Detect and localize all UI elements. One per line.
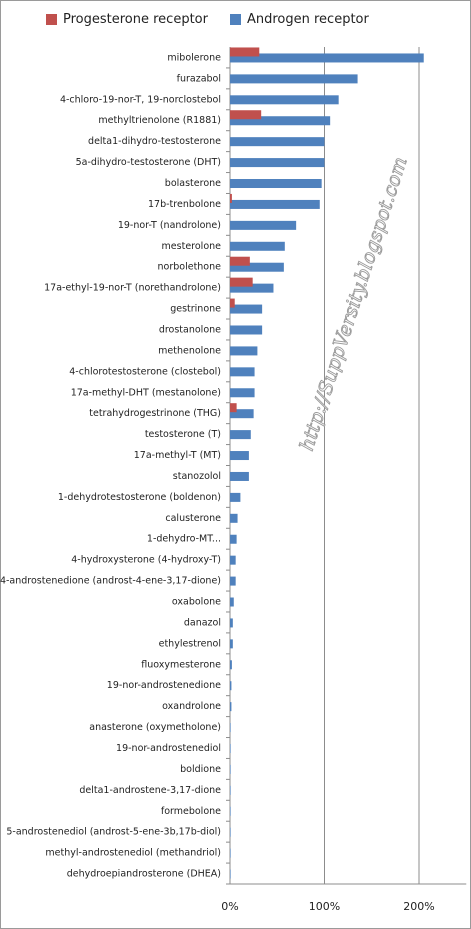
category-label: tetrahydrogestrinone (THG) xyxy=(89,408,221,419)
x-tick-label: 200% xyxy=(403,900,434,913)
category-label: bolasterone xyxy=(165,178,221,189)
category-label: 4-chloro-19-nor-T, 19-norclostebol xyxy=(60,94,221,105)
category-label: formebolone xyxy=(161,806,221,817)
category-label: 19-nor-androstenediol xyxy=(116,743,221,754)
bar-androgen-receptor xyxy=(230,848,231,858)
x-tick-label: 0% xyxy=(221,900,238,913)
category-label: 1-dehydrotestosterone (boldenon) xyxy=(58,492,221,503)
category-label: methyltrienolone (R1881) xyxy=(98,115,221,126)
legend-item-androgen: Androgen receptor xyxy=(229,12,369,27)
category-label: ethylestrenol xyxy=(159,638,221,649)
category-label: oxabolone xyxy=(172,597,221,608)
category-label: methyl-androstenediol (methandriol) xyxy=(45,848,221,859)
bar-androgen-receptor xyxy=(230,199,320,209)
legend-label-progesterone: Progesterone receptor xyxy=(63,12,208,27)
category-label: 1-dehydro-MT... xyxy=(147,534,221,545)
bar-androgen-receptor xyxy=(230,702,232,712)
category-label: delta1-dihydro-testosterone xyxy=(88,136,221,147)
bar-androgen-receptor xyxy=(230,74,358,84)
category-label: mesterolone xyxy=(162,241,222,252)
bar-androgen-receptor xyxy=(230,764,231,774)
bar-androgen-receptor xyxy=(230,388,255,398)
bar-androgen-receptor xyxy=(230,367,255,377)
bar-androgen-receptor xyxy=(230,471,249,481)
bar-progesterone-receptor xyxy=(230,298,235,308)
category-label: 4-chlorotestosterone (clostebol) xyxy=(69,366,221,377)
bar-androgen-receptor xyxy=(230,723,231,733)
bar-androgen-receptor xyxy=(230,869,231,879)
category-label: drostanolone xyxy=(159,324,221,335)
bar-androgen-receptor xyxy=(230,158,325,168)
bar-androgen-receptor xyxy=(230,325,263,335)
category-label: dehydroepiandrosterone (DHEA) xyxy=(67,869,221,880)
bar-progesterone-receptor xyxy=(230,47,260,57)
bar-androgen-receptor xyxy=(230,304,263,314)
category-label: gestrinone xyxy=(170,304,221,315)
bar-androgen-receptor xyxy=(230,660,232,670)
category-label: 5-androstenediol (androst-5-ene-3b,17b-d… xyxy=(6,827,221,838)
bar-androgen-receptor xyxy=(230,137,325,147)
chart-legend: Progesterone receptor Androgen receptor xyxy=(46,12,369,27)
bar-androgen-receptor xyxy=(230,95,339,105)
bar-androgen-receptor xyxy=(230,430,251,440)
bar-progesterone-receptor xyxy=(230,256,250,266)
category-label: 5a-dihydro-testosterone (DHT) xyxy=(76,157,221,168)
category-label: testosterone (T) xyxy=(145,429,221,440)
legend-item-progesterone: Progesterone receptor xyxy=(46,12,208,27)
bar-progesterone-receptor xyxy=(230,193,232,203)
category-label: boldione xyxy=(180,764,221,775)
category-label: methenolone xyxy=(158,345,221,356)
bar-androgen-receptor xyxy=(230,262,284,272)
category-label: 4-hydroxysterone (4-hydroxy-T) xyxy=(71,555,221,566)
category-label: anasterone (oxymetholone) xyxy=(89,722,221,733)
bar-androgen-receptor xyxy=(230,241,285,251)
category-label: 17a-methyl-T (MT) xyxy=(134,450,221,461)
bar-androgen-receptor xyxy=(230,492,241,502)
bar-androgen-receptor xyxy=(230,346,258,356)
category-label: delta1-androstene-3,17-dione xyxy=(79,785,221,796)
x-tick-label: 100% xyxy=(309,900,340,913)
bar-androgen-receptor xyxy=(230,639,233,649)
bar-androgen-receptor xyxy=(230,283,274,293)
legend-label-androgen: Androgen receptor xyxy=(246,12,369,27)
category-label: oxandrolone xyxy=(162,701,221,712)
bar-androgen-receptor xyxy=(230,743,231,753)
bar-progesterone-receptor xyxy=(230,277,253,287)
category-label: danazol xyxy=(184,617,221,628)
bar-androgen-receptor xyxy=(230,597,234,607)
bar-androgen-receptor xyxy=(230,53,424,63)
bar-androgen-receptor xyxy=(230,681,232,691)
bar-androgen-receptor xyxy=(230,827,231,837)
category-label: furazabol xyxy=(177,73,221,84)
legend-swatch-androgen xyxy=(229,14,241,25)
category-label: mibolerone xyxy=(167,52,221,63)
bar-androgen-receptor xyxy=(230,116,331,126)
category-label: calusterone xyxy=(165,513,221,524)
bar-androgen-receptor xyxy=(230,785,231,795)
bar-androgen-receptor xyxy=(230,409,254,419)
category-label: 17a-ethyl-19-nor-T (norethandrolone) xyxy=(44,283,221,294)
bar-androgen-receptor xyxy=(230,576,236,586)
category-label: 19-nor-androstenedione xyxy=(107,680,221,691)
category-label: 4-androstenedione (androst-4-ene-3,17-di… xyxy=(0,576,221,587)
bar-androgen-receptor xyxy=(230,618,233,628)
legend-swatch-progesterone xyxy=(46,14,57,25)
bar-androgen-receptor xyxy=(230,179,322,189)
category-label: norbolethone xyxy=(158,262,222,273)
category-label: 17b-trenbolone xyxy=(148,199,221,210)
bar-androgen-receptor xyxy=(230,451,249,461)
bar-androgen-receptor xyxy=(230,534,237,544)
category-label: 17a-methyl-DHT (mestanolone) xyxy=(71,387,221,398)
category-label: stanozolol xyxy=(173,471,221,482)
bar-androgen-receptor xyxy=(230,220,297,230)
bar-androgen-receptor xyxy=(230,806,231,816)
category-label: 19-nor-T (nandrolone) xyxy=(118,220,221,231)
bar-androgen-receptor xyxy=(230,513,238,523)
category-label: fluoxymesterone xyxy=(141,659,221,670)
bar-progesterone-receptor xyxy=(230,110,262,120)
bar-progesterone-receptor xyxy=(230,403,237,413)
bar-androgen-receptor xyxy=(230,555,236,565)
